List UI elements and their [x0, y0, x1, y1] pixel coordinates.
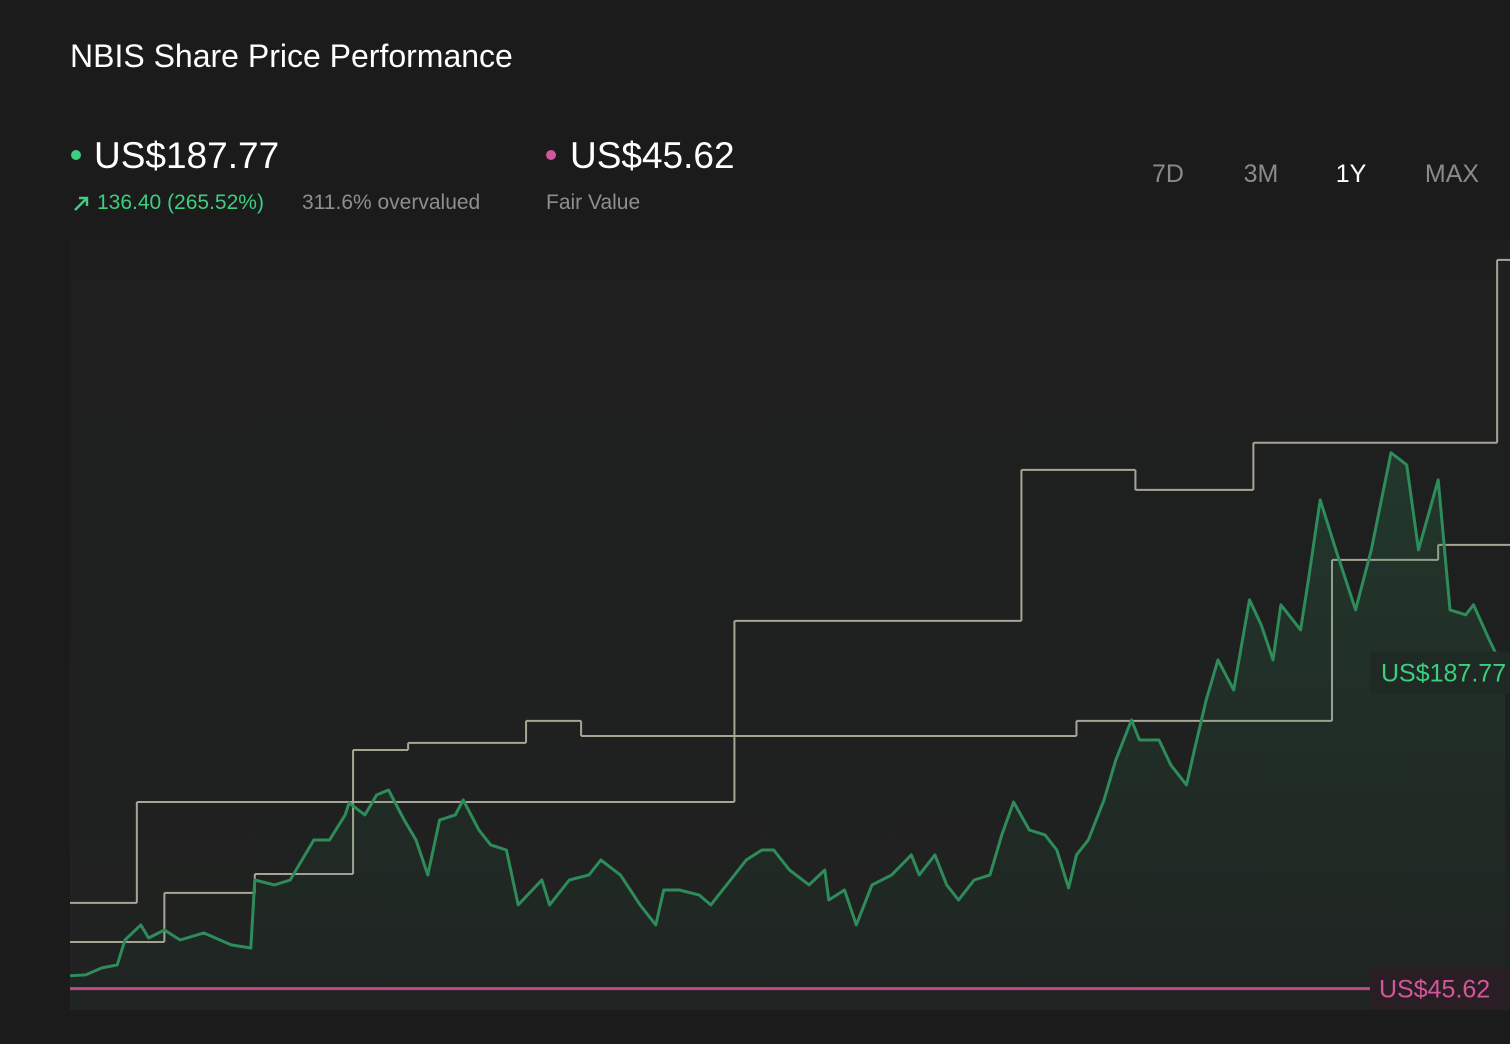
up-arrow-icon: [74, 196, 89, 211]
range-tab[interactable]: 1Y: [1336, 160, 1367, 188]
fair-value-label-bg: [1370, 967, 1510, 1010]
price-change: 136.40 (265.52%): [97, 191, 264, 214]
price-label: US$187.77: [1381, 660, 1506, 688]
price-line: [69, 451, 1507, 978]
range-tab[interactable]: MAX: [1425, 160, 1480, 188]
fair-value: US$45.62: [570, 135, 735, 176]
range-tab[interactable]: 3M: [1244, 160, 1279, 188]
fair-value-label: US$45.62: [1379, 976, 1490, 1004]
valuation: 311.6% overvalued: [302, 191, 480, 214]
fair-value-caption: Fair Value: [546, 191, 640, 214]
price-dot: [71, 150, 81, 160]
chart-title: NBIS Share Price Performance: [70, 38, 513, 74]
price-label-bg: [1370, 651, 1510, 694]
fair-value-dot: [546, 150, 556, 160]
price-value: US$187.77: [94, 135, 279, 176]
range-tab[interactable]: 7D: [1152, 160, 1184, 188]
